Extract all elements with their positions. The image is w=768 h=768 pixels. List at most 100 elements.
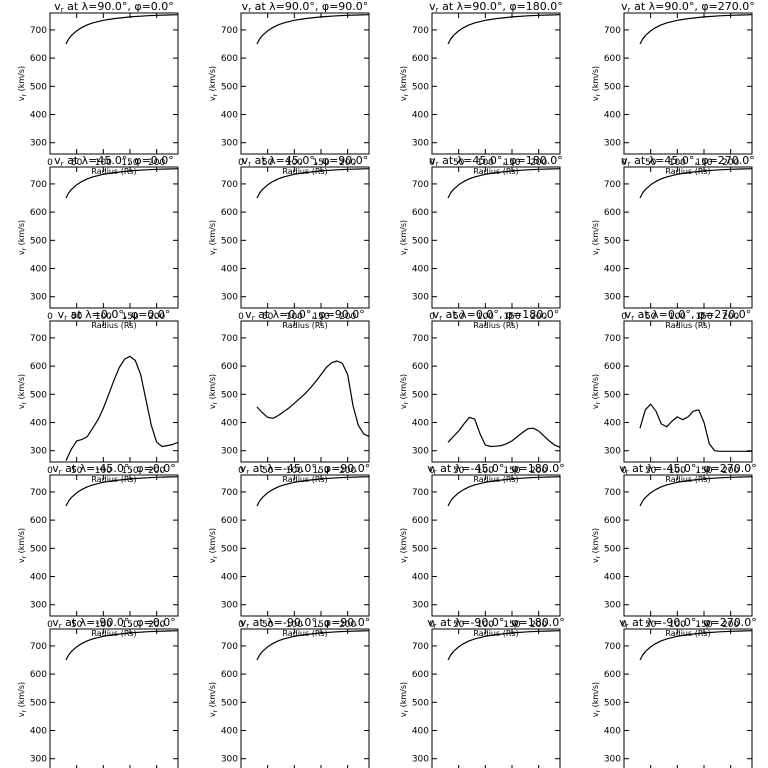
x-axis-label: Radius (Rs) <box>91 475 136 484</box>
x-tick-label: 100 <box>669 620 686 630</box>
x-tick-label: 0 <box>621 312 627 322</box>
y-tick-label: 300 <box>604 601 621 611</box>
x-tick-label: 50 <box>262 158 274 168</box>
y-tick-label: 300 <box>604 139 621 149</box>
series-line <box>65 14 179 45</box>
plot-title: vr at λ=45.0°, φ=270.0° <box>621 154 755 168</box>
x-axis-label: Radius (Rs) <box>473 167 518 176</box>
x-tick-label: 200 <box>148 312 165 322</box>
x-axis-label: Radius (Rs) <box>91 629 136 638</box>
x-tick-label: 100 <box>286 466 303 476</box>
y-tick-label: 400 <box>221 419 238 429</box>
y-tick-label: 500 <box>412 236 429 246</box>
y-tick-label: 700 <box>30 488 47 498</box>
y-tick-label: 500 <box>604 236 621 246</box>
x-tick-label: 200 <box>148 158 165 168</box>
x-axis-label: Radius (Rs) <box>282 475 327 484</box>
x-axis-label: Radius (Rs) <box>665 321 710 330</box>
x-tick-label: 0 <box>47 620 53 630</box>
y-axis-label: vr (km/s) <box>208 66 219 101</box>
y-tick-label: 300 <box>221 755 238 765</box>
y-tick-label: 700 <box>30 180 47 190</box>
plot-title: vr at λ=-90.0°, φ=270.0° <box>619 616 757 630</box>
y-tick-label: 500 <box>30 698 47 708</box>
series-line <box>447 168 561 199</box>
y-tick-label: 600 <box>221 362 238 372</box>
x-tick-label: 0 <box>429 158 435 168</box>
x-tick-label: 200 <box>722 312 739 322</box>
plot-title: vr at λ=-45.0°, φ=90.0° <box>240 462 371 476</box>
x-tick-label: 150 <box>312 312 329 322</box>
x-tick-label: 200 <box>722 466 739 476</box>
y-tick-label: 500 <box>221 698 238 708</box>
x-tick-label: 150 <box>503 158 520 168</box>
plot-panel-3: vr at λ=90.0°, φ=180.0° 300 400 500 600 700 0 5… <box>399 0 563 176</box>
y-axis-label: vr (km/s) <box>591 66 602 101</box>
series-line <box>256 14 370 45</box>
y-tick-label: 400 <box>221 573 238 583</box>
plot-title: vr at λ=45.0°, φ=180.0° <box>429 154 563 168</box>
plot-frame <box>49 320 179 463</box>
plot-panel-16: vr at λ=-45.0°, φ=270.0°3004005006007000… <box>591 462 757 638</box>
plot-frame <box>431 166 561 309</box>
x-tick-label: 0 <box>429 620 435 630</box>
y-axis-label: vr (km/s) <box>591 374 602 409</box>
x-tick-label: 150 <box>312 466 329 476</box>
plot-title: vr at λ=90.0°, φ=0.0° <box>54 0 174 14</box>
x-axis-label: Radius (Rs) <box>665 629 710 638</box>
x-tick-label: 100 <box>669 312 686 322</box>
plot-frame <box>49 166 179 309</box>
y-tick-label: 300 <box>412 139 429 149</box>
x-tick-label: 200 <box>530 466 547 476</box>
x-tick-label: 0 <box>429 312 435 322</box>
y-tick-label: 700 <box>221 180 238 190</box>
y-tick-label: 600 <box>221 516 238 526</box>
y-axis-label: vr (km/s) <box>399 528 410 563</box>
y-tick-label: 400 <box>604 419 621 429</box>
y-tick-label: 400 <box>30 265 47 275</box>
x-tick-label: 50 <box>71 620 83 630</box>
plot-panel-2: vr at λ=90.0°, φ=90.0° 300 400 500 600 700 0 50… <box>208 0 370 176</box>
x-tick-label: 0 <box>47 158 53 168</box>
y-tick-label: 400 <box>412 573 429 583</box>
x-tick-label: 0 <box>621 466 627 476</box>
x-tick-label: 150 <box>503 312 520 322</box>
y-tick-label: 300 <box>30 601 47 611</box>
y-axis-label: vr (km/s) <box>399 220 410 255</box>
x-tick-label: 200 <box>339 312 356 322</box>
y-tick-label: 400 <box>412 265 429 275</box>
x-tick-label: 150 <box>695 620 712 630</box>
x-tick-label: 100 <box>669 158 686 168</box>
y-axis-label: vr (km/s) <box>208 528 219 563</box>
x-tick-label: 150 <box>312 158 329 168</box>
x-tick-label: 100 <box>477 158 494 168</box>
x-tick-label: 150 <box>503 620 520 630</box>
y-tick-label: 300 <box>412 601 429 611</box>
x-tick-label: 50 <box>262 620 274 630</box>
x-axis-label: Radius (Rs) <box>282 167 327 176</box>
plot-frame <box>431 12 561 155</box>
x-tick-label: 150 <box>695 158 712 168</box>
x-tick-label: 200 <box>722 620 739 630</box>
y-tick-label: 700 <box>30 334 47 344</box>
plot-frame <box>240 320 370 463</box>
x-axis-label: Radius (Rs) <box>665 475 710 484</box>
y-tick-label: 500 <box>221 82 238 92</box>
plot-frame <box>623 628 753 768</box>
y-tick-label: 700 <box>221 26 238 36</box>
y-tick-label: 300 <box>221 447 238 457</box>
y-tick-label: 600 <box>412 208 429 218</box>
plot-title: vr at λ=90.0°, φ=90.0° <box>242 0 369 14</box>
series-line <box>256 168 370 199</box>
y-tick-label: 600 <box>412 54 429 64</box>
x-tick-label: 50 <box>645 620 657 630</box>
y-tick-label: 600 <box>30 670 47 680</box>
plot-title: vr at λ=-45.0°, φ=270.0° <box>619 462 757 476</box>
x-tick-label: 100 <box>477 466 494 476</box>
